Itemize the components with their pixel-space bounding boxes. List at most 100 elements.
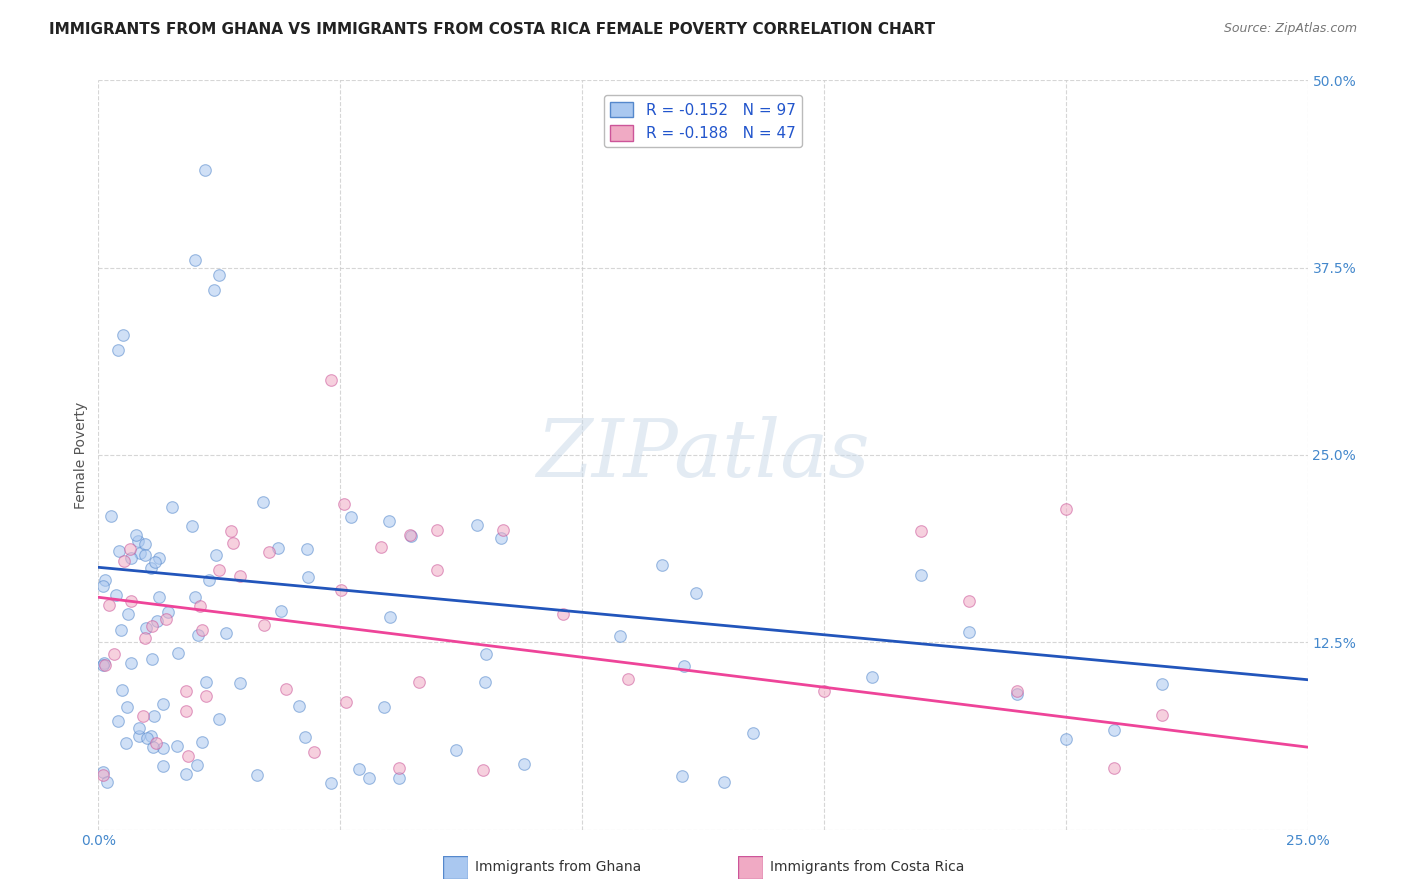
Point bbox=[91, 579, 114, 593]
Point bbox=[370, 540, 392, 554]
Point bbox=[91, 764, 114, 779]
Point bbox=[174, 684, 197, 698]
Point bbox=[380, 609, 402, 624]
Point bbox=[139, 561, 162, 575]
Point bbox=[229, 676, 252, 690]
Point bbox=[208, 712, 231, 726]
Point bbox=[94, 574, 117, 588]
Point bbox=[93, 656, 115, 670]
Point bbox=[141, 652, 163, 666]
Point bbox=[359, 771, 381, 785]
Point bbox=[143, 708, 166, 723]
Point bbox=[474, 674, 496, 689]
Point bbox=[125, 528, 148, 542]
Point bbox=[408, 674, 430, 689]
Point bbox=[155, 612, 177, 626]
Point bbox=[100, 509, 122, 524]
Point bbox=[444, 743, 467, 757]
Text: ZIPatlas: ZIPatlas bbox=[536, 417, 870, 493]
Point bbox=[813, 684, 835, 698]
Point bbox=[162, 500, 184, 514]
Point bbox=[120, 656, 142, 670]
Point bbox=[685, 586, 707, 600]
FancyBboxPatch shape bbox=[738, 856, 763, 879]
Point bbox=[671, 769, 693, 783]
Point bbox=[294, 730, 316, 744]
FancyBboxPatch shape bbox=[443, 856, 468, 879]
Point bbox=[143, 555, 166, 569]
Point bbox=[148, 590, 170, 604]
Point bbox=[134, 548, 156, 562]
Point bbox=[93, 657, 115, 672]
Point bbox=[910, 567, 932, 582]
Point bbox=[340, 509, 363, 524]
Text: IMMIGRANTS FROM GHANA VS IMMIGRANTS FROM COSTA RICA FEMALE POVERTY CORRELATION C: IMMIGRANTS FROM GHANA VS IMMIGRANTS FROM… bbox=[49, 22, 935, 37]
Point bbox=[333, 497, 356, 511]
Text: Immigrants from Costa Rica: Immigrants from Costa Rica bbox=[770, 860, 965, 874]
Point bbox=[114, 736, 136, 750]
Point bbox=[120, 550, 142, 565]
Point bbox=[335, 695, 357, 709]
Point bbox=[111, 328, 134, 343]
Point bbox=[104, 588, 127, 602]
Point bbox=[198, 573, 221, 587]
Point bbox=[713, 774, 735, 789]
Point bbox=[472, 763, 495, 777]
Point bbox=[388, 771, 411, 785]
Text: Immigrants from Ghana: Immigrants from Ghana bbox=[475, 860, 641, 874]
Y-axis label: Female Poverty: Female Poverty bbox=[75, 401, 89, 508]
Point bbox=[673, 658, 696, 673]
Point bbox=[194, 163, 217, 178]
Point bbox=[742, 726, 765, 740]
Point bbox=[128, 722, 150, 736]
Point bbox=[228, 569, 250, 583]
Point bbox=[128, 729, 150, 743]
Point bbox=[205, 548, 228, 562]
Point bbox=[186, 757, 208, 772]
Point bbox=[177, 749, 200, 764]
Point bbox=[426, 523, 449, 537]
Point bbox=[152, 759, 174, 773]
Point bbox=[195, 689, 218, 703]
Point bbox=[246, 768, 269, 782]
Point bbox=[399, 528, 422, 542]
Point bbox=[195, 674, 218, 689]
Point bbox=[174, 767, 197, 781]
Point bbox=[288, 698, 311, 713]
Point bbox=[117, 607, 139, 621]
Point bbox=[184, 253, 207, 268]
Point bbox=[651, 558, 673, 572]
Point bbox=[120, 593, 142, 607]
Point bbox=[512, 757, 534, 772]
Point bbox=[1152, 707, 1174, 722]
Point bbox=[204, 283, 226, 297]
Text: Source: ZipAtlas.com: Source: ZipAtlas.com bbox=[1223, 22, 1357, 36]
Point bbox=[208, 563, 231, 577]
Point bbox=[145, 736, 167, 750]
Point bbox=[180, 518, 202, 533]
Point bbox=[91, 657, 114, 672]
Point bbox=[107, 343, 129, 357]
Point bbox=[304, 745, 326, 759]
Point bbox=[152, 741, 174, 756]
Point bbox=[118, 542, 141, 557]
Point bbox=[957, 625, 980, 640]
Point bbox=[910, 524, 932, 539]
Point bbox=[132, 708, 155, 723]
Point bbox=[142, 739, 165, 754]
Point bbox=[112, 554, 135, 568]
Point bbox=[617, 672, 640, 686]
Point bbox=[475, 647, 498, 661]
Point bbox=[115, 699, 138, 714]
Point bbox=[148, 550, 170, 565]
Point bbox=[553, 607, 575, 622]
Point bbox=[98, 599, 121, 613]
Point bbox=[257, 545, 280, 559]
Point bbox=[378, 514, 401, 528]
Point bbox=[111, 683, 134, 698]
Point bbox=[146, 614, 169, 628]
Point bbox=[266, 541, 288, 555]
Point bbox=[174, 704, 197, 718]
Point bbox=[1054, 501, 1077, 516]
Point bbox=[135, 731, 157, 745]
